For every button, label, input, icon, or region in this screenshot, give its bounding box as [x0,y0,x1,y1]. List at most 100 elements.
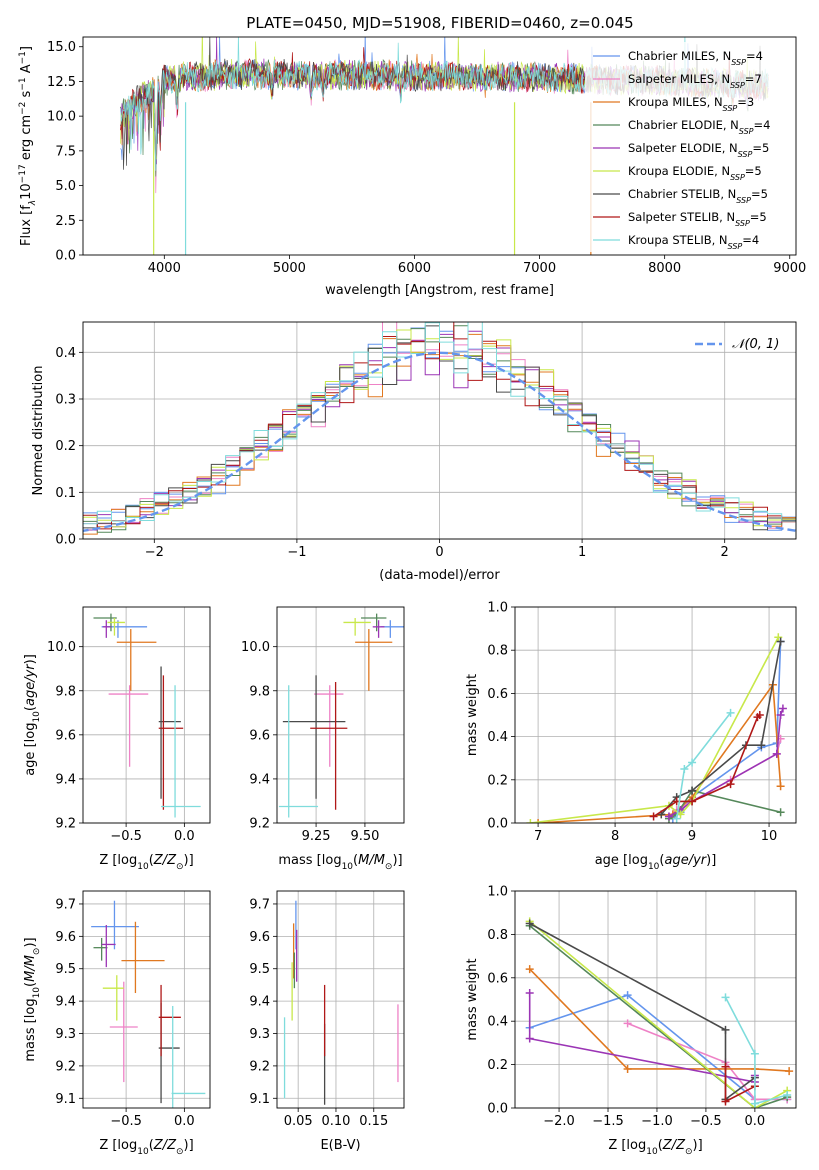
label-part: )] [23,937,38,947]
y-tick-label: 9.6 [249,728,270,743]
label-part: erg cm [19,115,34,164]
legend-sub: SSP [736,196,751,205]
x-axis-label: wavelength [Angstrom, rest frame] [325,283,554,298]
label-sub: 10 [648,862,660,872]
legend-sub: SSP [723,104,738,113]
legend-text: =5 [750,210,767,224]
label-part: ( [658,1138,663,1153]
legend-text: Kroupa MILES, N [628,95,723,109]
mass-vs-ebv-axes: 0.05 0.10 0.15 9.1 9.2 9.3 9.4 9.5 9.6 9.7 [249,891,404,1129]
y-tick-label: 7.5 [55,144,76,159]
x-tick-label: 2 [721,545,729,560]
y-tick-label: 9.7 [249,897,270,912]
y-tick-label: 9.6 [249,930,270,945]
x-tick-label: −1.5 [592,1114,624,1129]
legend-text: =5 [745,164,762,178]
residuals-frame [82,321,797,540]
weight-series-line [724,996,788,1105]
legend-sub: SSP [735,219,750,228]
label-part: ] [19,46,34,51]
y-tick-label: 9.2 [249,1059,270,1074]
label-sub: 10 [646,1147,658,1157]
weight-point [525,965,534,974]
age-vs-mass-frame [276,606,405,824]
weight-point [680,765,689,773]
label-math: age/yr [23,663,38,706]
label-math: M/M [23,955,38,982]
weight-point [623,991,632,1000]
weight-point [783,1090,792,1099]
x-tick-label: −1 [287,545,306,560]
y-tick-label: 0.8 [487,644,508,659]
weight-point [649,812,658,821]
x-tick-label: 5000 [273,261,306,276]
legend-text: =7 [745,72,762,86]
y-tick-label: 0.3 [55,393,76,408]
legend-label: Chabrier ELODIE, NSSP=4 [628,118,770,136]
label-part: mass [log [278,853,341,868]
x-tick-label: −0.5 [110,1114,142,1129]
y-tick-label: 2.5 [55,214,76,229]
weight-point [525,1034,534,1043]
weight-series-line [675,712,732,819]
legend-text: =5 [752,141,769,155]
legend-text: =4 [746,49,763,63]
label-part: )] [693,1138,703,1153]
label-part: Flux [f [19,205,34,246]
x-tick-label: 9.50 [350,829,379,844]
label-part: ( [23,982,38,987]
legend-text: Chabrier MILES, N [628,49,731,63]
legend-label: Kroupa MILES, NSSP=3 [628,95,754,113]
x-axis-label: E(B-V) [320,1138,360,1153]
label-part: ( [149,1138,154,1153]
legend-label: Salpeter ELODIE, NSSP=5 [628,141,769,159]
x-tick-label: 0.05 [284,1114,313,1129]
age-vs-Z-plot-area [93,613,201,818]
label-part: age [log [23,723,38,776]
gaussian-curve [83,351,796,533]
x-tick-label: 6000 [398,261,431,276]
x-tick-label: 4000 [148,261,181,276]
y-tick-label: 9.3 [249,1027,270,1042]
label-sub: ⊙ [176,1147,184,1157]
weight-point [721,1062,730,1071]
y-tick-label: 9.8 [55,684,76,699]
mass-vs-Z-plot-area [91,900,206,1108]
y-tick-label: 0.2 [487,773,508,788]
weight-point [785,1067,794,1076]
y-tick-label: 9.1 [55,1092,76,1107]
spectrum-frame [82,36,797,256]
y-axis-label: mass [log10(M/M⊙)] [23,937,42,1061]
label-sub: 10 [342,862,354,872]
y-tick-label: 9.4 [55,995,76,1010]
x-axis-label: age [log10(age/yr)] [595,853,717,872]
legend-text: Salpeter ELODIE, N [628,141,738,155]
x-tick-label: 0.10 [321,1114,350,1129]
y-axis-label: mass weight [465,958,480,1040]
y-tick-label: 1.0 [487,601,508,616]
y-tick-label: 9.3 [55,1027,76,1042]
x-tick-label: 8000 [648,261,681,276]
weight-point [688,786,697,795]
y-tick-label: 9.2 [249,817,270,832]
label-part: )] [392,853,402,868]
x-tick-label: 10 [761,829,778,844]
y-tick-label: 0.6 [487,971,508,986]
weight-point [721,1097,730,1106]
y-tick-label: 9.5 [55,962,76,977]
x-tick-label: −1.0 [641,1114,673,1129]
weight-vs-Z-plot-area [525,917,794,1108]
age-vs-mass-plot-area [278,613,404,818]
y-tick-label: 9.4 [249,772,270,787]
y-tick-label: 0.0 [55,533,76,548]
x-tick-label: 9.25 [302,829,331,844]
x-tick-label: 9 [688,829,696,844]
y-tick-label: 9.6 [55,728,76,743]
histogram-series [83,322,796,539]
weight-point [757,741,766,750]
weight-series-line [529,994,788,1101]
legend-sub: SSP [728,242,743,251]
legend-label: Kroupa STELIB, NSSP=4 [628,233,759,251]
legend-sub: SSP [730,81,745,90]
